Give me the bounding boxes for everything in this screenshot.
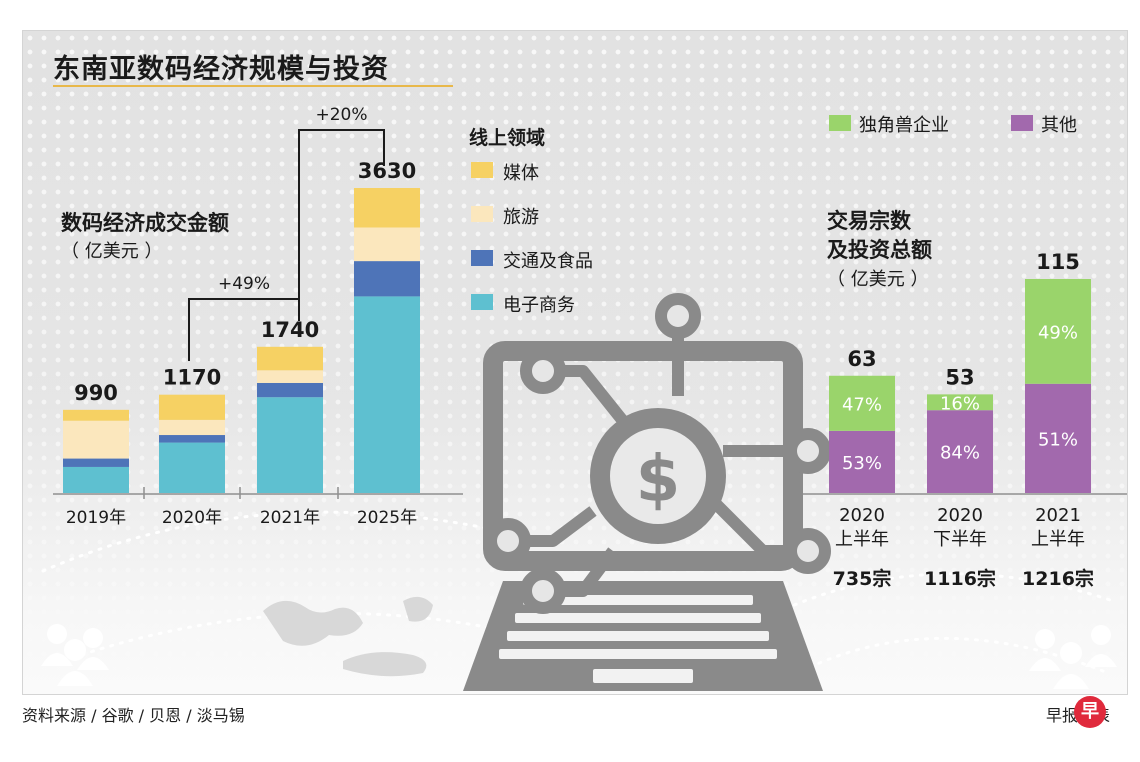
legend-swatch-transport-food <box>471 250 493 266</box>
circuit-nodes-icon <box>485 293 831 614</box>
pct-label-other-2: 51% <box>1038 429 1078 450</box>
bar-travel-2 <box>257 370 323 383</box>
people-icon-left <box>41 624 109 686</box>
bar-other-0 <box>829 430 895 493</box>
x-tick-label-0: 2019年 <box>66 508 126 528</box>
bar-ecommerce-0 <box>63 466 129 493</box>
right-x-tick-half-1: 下半年 <box>933 529 987 550</box>
right-x-tick-year-1: 2020 <box>937 505 983 526</box>
title-underline <box>53 85 453 87</box>
legend-swatch-ecommerce <box>471 294 493 310</box>
pct-label-unicorn-0: 47% <box>842 394 882 415</box>
dollar-sign-icon: $ <box>636 443 681 517</box>
right-chart-unit: （ 亿美元 ） <box>827 269 929 290</box>
bar-unicorn-2 <box>1025 279 1091 384</box>
right-x-tick-year-0: 2020 <box>839 505 885 526</box>
x-tick-label-3: 2025年 <box>357 508 417 528</box>
legend-label-travel: 旅游 <box>503 207 539 228</box>
laptop-dollar-illustration: $ <box>463 293 831 691</box>
total-label-1: 1170 <box>163 366 221 390</box>
left-chart-title: 数码经济成交金额 <box>61 211 229 235</box>
legend-label-media: 媒体 <box>503 163 539 184</box>
legend-swatch-unicorn <box>829 115 851 131</box>
legend-label-ecommerce: 电子商务 <box>503 295 575 316</box>
right-x-tick-half-0: 上半年 <box>835 529 889 550</box>
pct-label-other-1: 84% <box>940 443 980 464</box>
bar-media-1 <box>159 394 225 420</box>
right-total-label-0: 63 <box>847 347 876 371</box>
legend-swatch-other <box>1011 115 1033 131</box>
infographic-panel: $ 东南亚数码经济规模与投资 数码经济成交金额 （ 亿美元 ） 线上领域 媒体 … <box>22 30 1128 695</box>
source-note: 资料来源 / 谷歌 / 贝恩 / 淡马锡 <box>22 706 245 725</box>
growth-bracket-1 <box>298 129 385 321</box>
legend-swatch-media <box>471 162 493 178</box>
right-total-label-1: 53 <box>945 365 974 389</box>
legend-label-transport-food: 交通及食品 <box>503 251 593 272</box>
left-bar-chart: 990 2019年 1170 2020年 1740 2021年 3630 2025年 +49% +… <box>53 105 463 528</box>
bar-transport_food-1 <box>159 435 225 443</box>
right-chart-title-line2: 及投资总额 <box>827 238 932 262</box>
zaobao-logo: 早 <box>1074 696 1106 728</box>
right-x-tick-half-2: 上半年 <box>1031 529 1085 550</box>
pct-label-unicorn-2: 49% <box>1038 322 1078 343</box>
pct-label-unicorn-1: 16% <box>940 393 980 414</box>
bar-transport_food-2 <box>257 382 323 398</box>
people-icon-right <box>1029 625 1117 689</box>
deal-count-0: 735宗 <box>833 567 892 590</box>
deal-count-1: 1116宗 <box>924 567 996 590</box>
pct-label-other-0: 53% <box>842 453 882 474</box>
bar-unicorn-1 <box>927 394 993 411</box>
total-label-2: 1740 <box>261 318 319 342</box>
bar-travel-3 <box>354 227 420 262</box>
x-tick-label-2: 2021年 <box>260 508 320 528</box>
bar-ecommerce-1 <box>159 442 225 493</box>
legend-title: 线上领域 <box>469 127 546 149</box>
bar-ecommerce-3 <box>354 296 420 493</box>
left-chart-unit: （ 亿美元 ） <box>61 241 163 262</box>
bar-transport_food-0 <box>63 458 129 467</box>
legend-swatch-travel <box>471 206 493 222</box>
bar-media-3 <box>354 188 420 228</box>
right-x-tick-year-2: 2021 <box>1035 505 1081 526</box>
growth-label-0: +49% <box>218 274 270 294</box>
growth-label-1: +20% <box>315 105 367 125</box>
legend-label-unicorn: 独角兽企业 <box>859 115 949 136</box>
x-tick-label-1: 2020年 <box>162 508 222 528</box>
bar-unicorn-0 <box>829 375 895 431</box>
legend-label-other: 其他 <box>1041 115 1077 136</box>
deal-count-2: 1216宗 <box>1022 567 1094 590</box>
bar-other-1 <box>927 410 993 493</box>
bar-media-2 <box>257 346 323 371</box>
right-bar-chart: 53% 47% 63 2020 上半年 735宗 84% 16% 53 2020 下半年 1116宗 5… <box>803 250 1127 590</box>
circuit-lines-icon <box>523 331 793 597</box>
bar-ecommerce-2 <box>257 397 323 493</box>
page-title: 东南亚数码经济规模与投资 <box>53 54 389 85</box>
bar-travel-1 <box>159 419 225 436</box>
bar-other-2 <box>1025 383 1091 493</box>
total-label-0: 990 <box>74 381 118 405</box>
bar-transport_food-3 <box>354 261 420 297</box>
map-decoration <box>41 510 1115 683</box>
right-chart-title-line1: 交易宗数 <box>827 209 911 233</box>
bar-travel-0 <box>63 420 129 459</box>
total-label-3: 3630 <box>358 159 416 183</box>
bar-media-0 <box>63 409 129 421</box>
right-total-label-2: 115 <box>1036 250 1080 274</box>
